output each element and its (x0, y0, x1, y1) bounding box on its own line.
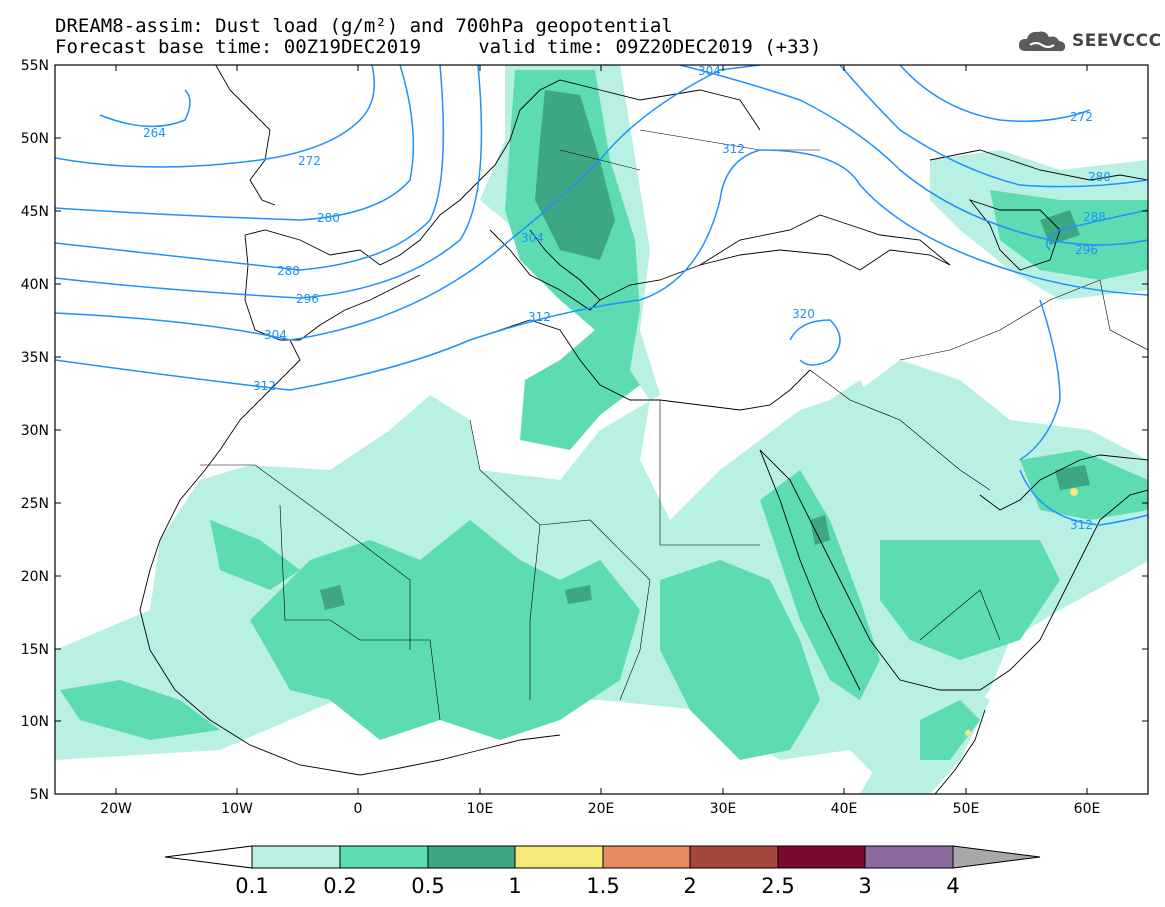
contour-label: 296 (296, 292, 319, 306)
lon-label: 20E (588, 801, 615, 817)
contour-label: 312 (528, 310, 551, 324)
lat-label: 5N (30, 787, 49, 803)
colorbar-arrow-high (952, 845, 1041, 869)
contour-label: 320 (792, 307, 815, 321)
colorbar-arrow-low (164, 845, 253, 869)
colorbar-segment (777, 845, 866, 869)
contour-label: 288 (277, 264, 300, 278)
contour-label: 272 (298, 154, 321, 168)
lat-label: 10N (21, 714, 49, 730)
contour-label: 304 (698, 64, 721, 78)
dust-field-peak (965, 488, 1078, 736)
contour-label: 280 (1088, 170, 1111, 184)
contour-label: 264 (143, 126, 166, 140)
contour-label: 296 (1075, 243, 1098, 257)
coastlines (139, 65, 1148, 794)
colorbar-labels: 0.1 0.2 0.5 1 1.5 2 2.5 3 4 (235, 874, 959, 898)
lon-label: 0 (354, 801, 363, 817)
map-area: 264 272 280 288 296 304 304 304 312 312 … (55, 64, 1148, 794)
colorbar-segment (339, 845, 429, 869)
colorbar-segment (251, 845, 341, 869)
colorbar-segment (864, 845, 954, 869)
lat-label: 55N (21, 58, 49, 74)
lon-label: 50E (953, 801, 980, 817)
seevccc-logo: SEEVCCC (1016, 26, 1162, 56)
colorbar-segment (689, 845, 779, 869)
contour-label: 304 (521, 231, 544, 245)
longitude-axis: 20W 10W 0 10E 20E 30E 40E 50E 60E (100, 65, 1100, 817)
lon-label: 40E (831, 801, 858, 817)
colorbar-label: 2 (683, 874, 696, 898)
contour-label: 288 (1083, 210, 1106, 224)
dust-field-moderate (60, 70, 1148, 760)
contour-labels: 264 272 280 288 296 304 304 304 312 312 … (143, 64, 1111, 532)
geopotential-contours (55, 65, 1148, 526)
lat-label: 25N (21, 496, 49, 512)
lat-label: 50N (21, 131, 49, 147)
colorbar-label: 2.5 (761, 874, 794, 898)
lon-label: 10E (467, 801, 494, 817)
contour-label: 304 (264, 328, 287, 342)
cloud-icon (1018, 31, 1066, 52)
chart-title: DREAM8-assim: Dust load (g/m²) and 700hP… (55, 15, 673, 37)
lat-label: 30N (21, 423, 49, 439)
lon-label: 60E (1074, 801, 1101, 817)
contour-label: 312 (722, 142, 745, 156)
colorbar-label: 0.2 (323, 874, 356, 898)
colorbar-segment (514, 845, 604, 869)
lat-label: 40N (21, 277, 49, 293)
contour-label: 312 (1070, 518, 1093, 532)
country-borders (200, 129, 1148, 721)
forecast-times: Forecast base time: 00Z19DEC2019 valid t… (55, 36, 822, 58)
colorbar-label: 0.5 (411, 874, 444, 898)
contour-label: 272 (1070, 110, 1093, 124)
lon-label: 10W (221, 801, 253, 817)
lat-label: 35N (21, 350, 49, 366)
lat-label: 45N (21, 204, 49, 220)
colorbar-segment (602, 845, 691, 869)
colorbar-label: 1.5 (586, 874, 619, 898)
colorbar-label: 3 (858, 874, 871, 898)
contour-label: 280 (317, 211, 340, 225)
contour-label: 312 (253, 379, 276, 393)
colorbar (164, 845, 1041, 869)
colorbar-segment (427, 845, 516, 869)
lon-label: 20W (100, 801, 132, 817)
colorbar-label: 0.1 (235, 874, 268, 898)
colorbar-label: 4 (946, 874, 959, 898)
lat-label: 15N (21, 642, 49, 658)
latitude-axis: 55N 50N 45N 40N 35N 30N 25N 20N 15N 10N … (21, 58, 1148, 803)
colorbar-label: 1 (508, 874, 521, 898)
lat-label: 20N (21, 569, 49, 585)
logo-text: SEEVCCC (1072, 31, 1162, 51)
lon-label: 30E (710, 801, 737, 817)
